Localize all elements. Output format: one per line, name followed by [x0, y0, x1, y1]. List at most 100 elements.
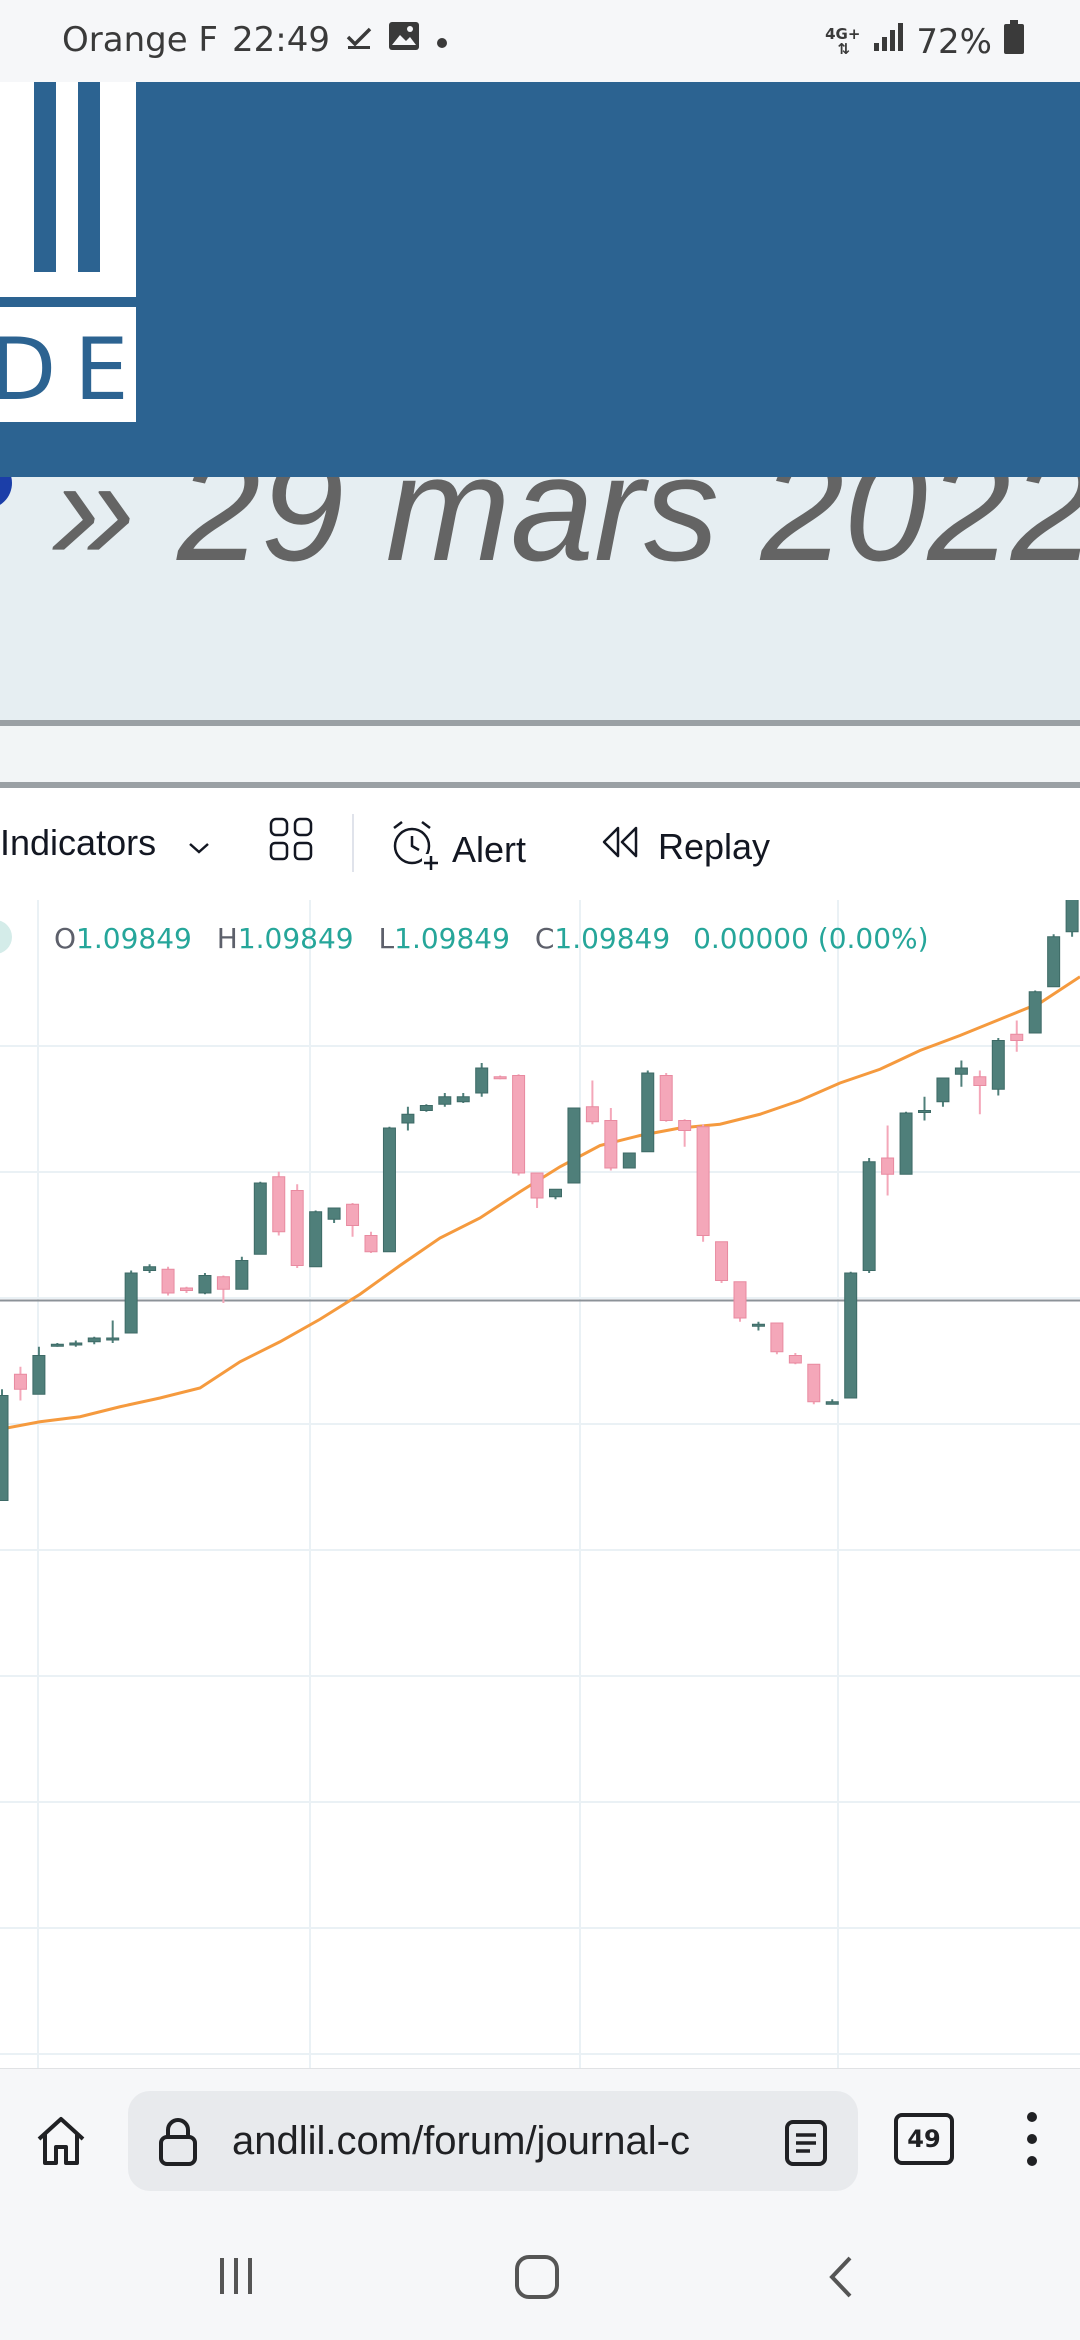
candle-body	[180, 1287, 193, 1291]
gallery-icon	[388, 20, 420, 60]
candle-body	[69, 1342, 83, 1346]
carrier-name: Orange F	[62, 20, 218, 60]
candle-body	[327, 1207, 341, 1220]
candle-body	[862, 1161, 876, 1271]
moving-average-line	[0, 975, 1080, 1431]
candle-body	[290, 1190, 304, 1266]
candle-body	[585, 1106, 599, 1123]
candle-body	[881, 1157, 895, 1175]
change-value: 0.00000 (0.00%)	[693, 922, 929, 955]
candle-body	[13, 1373, 27, 1390]
candle-body	[106, 1337, 120, 1341]
grid-layout-icon	[268, 816, 314, 871]
open-key: O	[54, 922, 77, 955]
candle-body	[622, 1152, 636, 1169]
recent-apps-icon[interactable]	[216, 2256, 256, 2301]
candle-body	[936, 1077, 950, 1103]
download-complete-icon	[344, 20, 374, 60]
candle-body	[715, 1241, 729, 1281]
divider	[0, 782, 1080, 788]
open-value: 1.09849	[76, 922, 192, 955]
candle-body	[456, 1096, 470, 1103]
candle-body	[825, 1401, 839, 1405]
candle-body	[770, 1322, 784, 1353]
post-title-area: » 29 mars 2022	[0, 477, 1080, 722]
chart-toolbar: Indicators Alert	[0, 788, 1080, 901]
site-logo[interactable]: DE	[0, 82, 136, 422]
candle-body	[530, 1172, 544, 1199]
tabs-button[interactable]: 49	[894, 2113, 954, 2165]
candle-body	[1028, 991, 1042, 1034]
candle-body	[512, 1075, 526, 1174]
candle-body	[696, 1126, 710, 1236]
reader-mode-icon[interactable]	[784, 2119, 828, 2172]
candle-body	[954, 1067, 968, 1075]
lock-icon	[156, 2117, 200, 2172]
candle-body	[659, 1075, 673, 1121]
candle-body	[235, 1260, 249, 1290]
title-bullet-icon	[0, 477, 12, 509]
candle-body	[346, 1203, 360, 1226]
price-chart[interactable]: O1.09849 H1.09849 L1.09849 C1.09849 0.00…	[0, 900, 1080, 2068]
candle-body	[124, 1272, 138, 1334]
candle-body	[253, 1182, 267, 1255]
candle-body	[1065, 900, 1079, 933]
candle-body	[143, 1266, 157, 1271]
url-text: andlil.com/forum/journal-c	[232, 2119, 690, 2163]
candle-body	[475, 1067, 489, 1094]
alert-label: Alert	[452, 828, 527, 870]
indicators-label: Indicators	[0, 822, 157, 863]
candle-body	[733, 1281, 747, 1319]
notification-dot-icon	[434, 20, 450, 60]
candle-body	[678, 1120, 692, 1131]
candle-body	[899, 1112, 913, 1175]
logo-bars	[0, 82, 136, 272]
home-icon[interactable]	[34, 2115, 88, 2172]
alert-button[interactable]: Alert	[388, 818, 526, 881]
indicators-button[interactable]: Indicators	[0, 822, 210, 864]
candle-body	[382, 1127, 396, 1253]
address-bar[interactable]: andlil.com/forum/journal-c	[128, 2091, 858, 2191]
divider	[0, 720, 1080, 726]
alarm-clock-icon	[388, 818, 442, 881]
candle-body	[50, 1343, 64, 1347]
spacer	[0, 726, 1080, 782]
toolbar-separator	[352, 814, 354, 872]
home-button-icon[interactable]	[514, 2254, 560, 2305]
templates-button[interactable]	[268, 816, 314, 871]
candle-body	[788, 1355, 802, 1364]
replay-label: Replay	[658, 825, 771, 867]
candle-body	[438, 1096, 452, 1105]
candle-body	[87, 1337, 101, 1343]
rewind-icon	[598, 822, 642, 871]
candle-body	[973, 1076, 987, 1086]
high-key: H	[216, 922, 238, 955]
candlestick-chart-svg[interactable]	[0, 900, 1080, 2068]
candle-body	[419, 1105, 433, 1111]
more-options-icon[interactable]	[1024, 2109, 1040, 2174]
site-header-banner	[0, 82, 1080, 477]
low-value: 1.09849	[394, 922, 510, 955]
candle-body	[161, 1268, 175, 1294]
candle-body	[641, 1072, 655, 1153]
candle-body	[918, 1110, 931, 1113]
ohlc-legend: O1.09849 H1.09849 L1.09849 C1.09849 0.00…	[54, 922, 929, 955]
chevron-down-icon	[188, 822, 210, 864]
candle-body	[216, 1276, 230, 1290]
candle-body	[991, 1040, 1005, 1090]
tab-count: 49	[907, 2125, 941, 2153]
browser-toolbar: andlil.com/forum/journal-c 49	[0, 2068, 1080, 2209]
status-bar: Orange F 22:49 4G+ ⇅ 72%	[0, 0, 1080, 82]
network-type-icon: 4G+ ⇅	[825, 24, 861, 58]
post-date-heading: » 29 mars 2022	[52, 477, 1080, 592]
high-value: 1.09849	[237, 922, 354, 955]
battery-percent: 72%	[916, 21, 992, 62]
close-value: 1.09849	[554, 922, 671, 955]
candle-body	[198, 1275, 212, 1294]
candle-body	[32, 1355, 46, 1395]
system-nav-bar	[0, 2208, 1080, 2340]
candle-body	[807, 1363, 821, 1403]
logo-text: DE	[0, 320, 136, 420]
replay-button[interactable]: Replay	[598, 822, 770, 871]
back-icon[interactable]	[826, 2254, 856, 2305]
